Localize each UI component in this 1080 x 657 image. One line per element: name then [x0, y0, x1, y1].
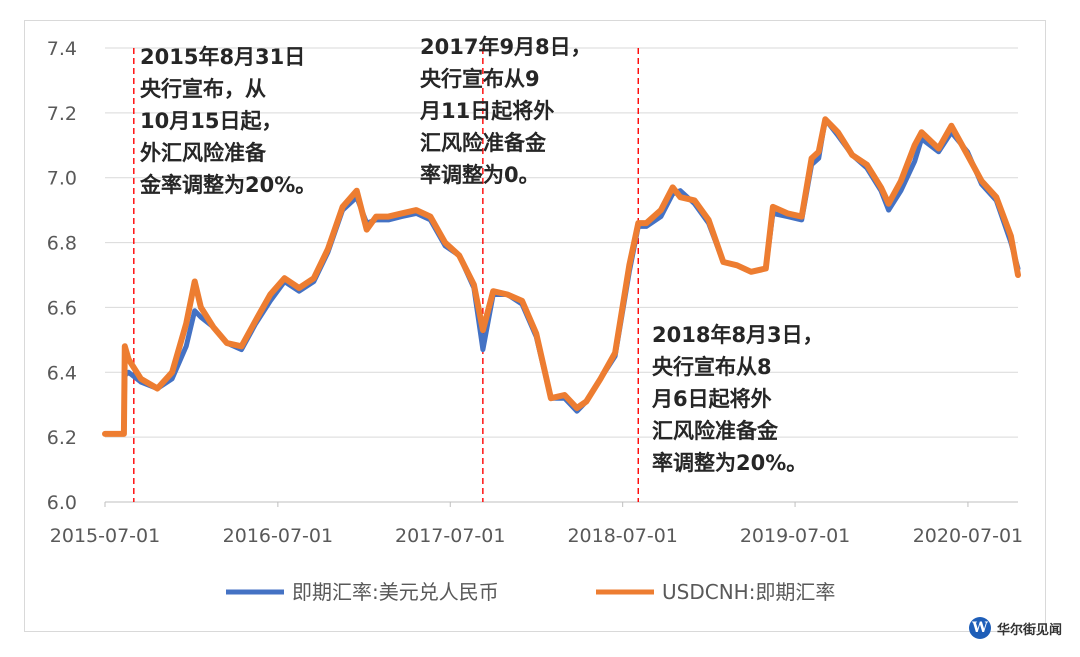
annotation-line: 金率调整为20%。 [139, 173, 316, 197]
series-line-usdcnh [102, 116, 1021, 437]
annotation-line: 月6日起将外 [651, 387, 772, 411]
watermark: W 华尔街见闻 [968, 617, 1062, 639]
y-tick-label: 7.4 [47, 38, 77, 60]
y-tick-label: 6.6 [47, 297, 77, 319]
series-line-usdcny [102, 116, 1021, 437]
x-tick-label: 2019-07-01 [740, 525, 850, 547]
annotation-line: 汇风险准备金 [420, 131, 547, 155]
annotation-line: 2015年8月31日 [140, 45, 305, 69]
annotation-line: 2017年9月8日， [420, 35, 592, 59]
x-tick-label: 2015-07-01 [50, 525, 160, 547]
x-tick-label: 2017-07-01 [395, 525, 505, 547]
x-tick-label: 2018-07-01 [567, 525, 677, 547]
annotation-line: 央行宣布从8 [652, 355, 772, 379]
legend-label: 即期汇率:美元兑人民币 [292, 580, 499, 604]
annotation-line: 汇风险准备金 [652, 419, 779, 443]
y-axis: 6.0 6.2 6.4 6.6 6.8 7.0 7.2 7.4 [47, 38, 77, 514]
annotation-line: 2018年8月3日， [652, 323, 824, 347]
annotation-line: 央行宣布，从 [140, 77, 266, 101]
annotation-line: 率调整为20%。 [652, 451, 807, 475]
event-lines [133, 48, 639, 502]
x-tick-label: 2020-07-01 [913, 525, 1023, 547]
watermark-logo-icon: W [968, 617, 991, 639]
y-tick-label: 7.2 [47, 103, 77, 125]
annotation-line: 率调整为0。 [420, 163, 540, 187]
annotation-line: 10月15日起， [140, 109, 282, 133]
y-tick-label: 6.2 [47, 427, 77, 449]
x-axis: 2015-07-01 2016-07-01 2017-07-01 2018-07-01… [50, 501, 1023, 547]
y-tick-label: 6.4 [47, 362, 77, 384]
legend: 即期汇率:美元兑人民币 USDCNH:即期汇率 [226, 580, 835, 604]
legend-label: USDCNH:即期汇率 [662, 580, 835, 604]
y-tick-label: 6.0 [47, 492, 77, 514]
series-lines [102, 116, 1021, 437]
y-tick-label: 6.8 [47, 233, 77, 255]
watermark-text: 华尔街见闻 [996, 622, 1062, 638]
annotation-line: 月11日起将外 [419, 99, 554, 123]
annotation-line: 央行宣布从9 [420, 67, 540, 91]
annotation-line: 外汇风险准备 [140, 141, 267, 165]
y-tick-label: 7.0 [47, 168, 77, 190]
x-tick-label: 2016-07-01 [223, 525, 333, 547]
